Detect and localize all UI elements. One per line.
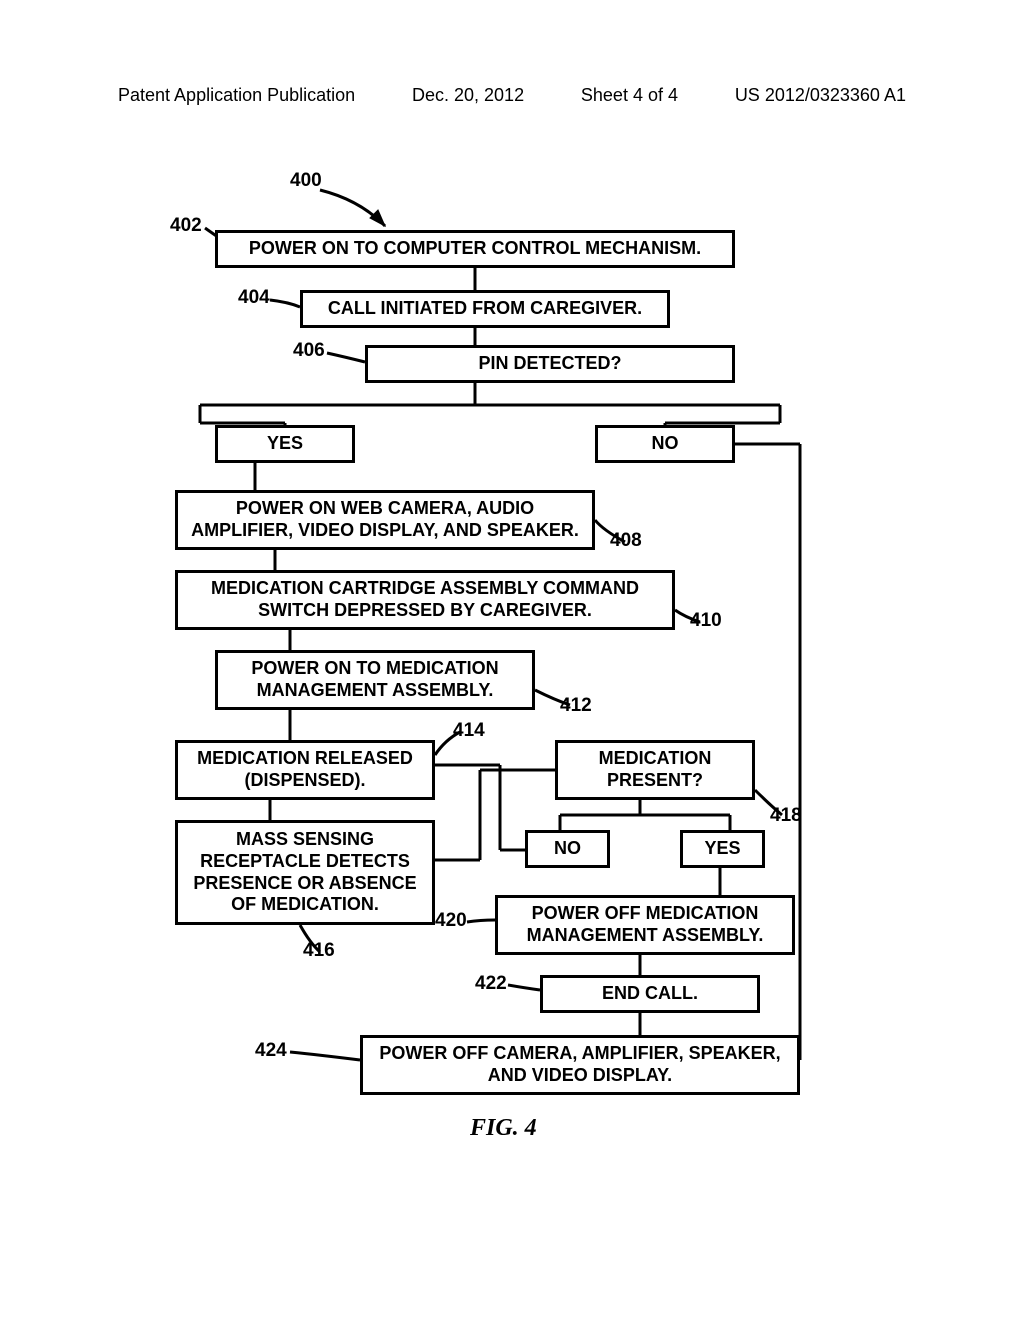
step-404: CALL INITIATED FROM CAREGIVER. <box>300 290 670 328</box>
step-412: POWER ON TO MEDICATION MANAGEMENT ASSEMB… <box>215 650 535 710</box>
step-414: MEDICATION RELEASED (DISPENSED). <box>175 740 435 800</box>
step-408: POWER ON WEB CAMERA, AUDIO AMPLIFIER, VI… <box>175 490 595 550</box>
header-left: Patent Application Publication <box>118 85 355 106</box>
branch-no-2: NO <box>525 830 610 868</box>
header-pubno: US 2012/0323360 A1 <box>735 85 906 106</box>
ref-label-418: 418 <box>770 805 802 827</box>
branch-yes-2: YES <box>680 830 765 868</box>
ref-label-406: 406 <box>293 340 325 362</box>
step-410: MEDICATION CARTRIDGE ASSEMBLY COMMAND SW… <box>175 570 675 630</box>
branch-no-1: NO <box>595 425 735 463</box>
ref-label-400: 400 <box>290 170 322 192</box>
ref-label-414: 414 <box>453 720 485 742</box>
step-420: POWER OFF MEDICATION MANAGEMENT ASSEMBLY… <box>495 895 795 955</box>
branch-yes-1: YES <box>215 425 355 463</box>
ref-label-410: 410 <box>690 610 722 632</box>
page-header: Patent Application Publication Dec. 20, … <box>0 85 1024 106</box>
step-416: MASS SENSING RECEPTACLE DETECTS PRESENCE… <box>175 820 435 925</box>
step-418: MEDICATION PRESENT? <box>555 740 755 800</box>
figure-caption: FIG. 4 <box>470 1115 537 1142</box>
step-406: PIN DETECTED? <box>365 345 735 383</box>
step-424: POWER OFF CAMERA, AMPLIFIER, SPEAKER, AN… <box>360 1035 800 1095</box>
step-422: END CALL. <box>540 975 760 1013</box>
ref-label-416: 416 <box>303 940 335 962</box>
step-402: POWER ON TO COMPUTER CONTROL MECHANISM. <box>215 230 735 268</box>
flowchart-diagram: 400 402 404 406 408 410 412 414 416 418 … <box>0 150 1024 1230</box>
ref-label-408: 408 <box>610 530 642 552</box>
page: Patent Application Publication Dec. 20, … <box>0 0 1024 1320</box>
ref-label-424: 424 <box>255 1040 287 1062</box>
ref-label-402: 402 <box>170 215 202 237</box>
ref-label-420: 420 <box>435 910 467 932</box>
ref-label-422: 422 <box>475 973 507 995</box>
header-sheet: Sheet 4 of 4 <box>581 85 678 106</box>
header-date: Dec. 20, 2012 <box>412 85 524 106</box>
ref-label-412: 412 <box>560 695 592 717</box>
ref-label-404: 404 <box>238 287 270 309</box>
